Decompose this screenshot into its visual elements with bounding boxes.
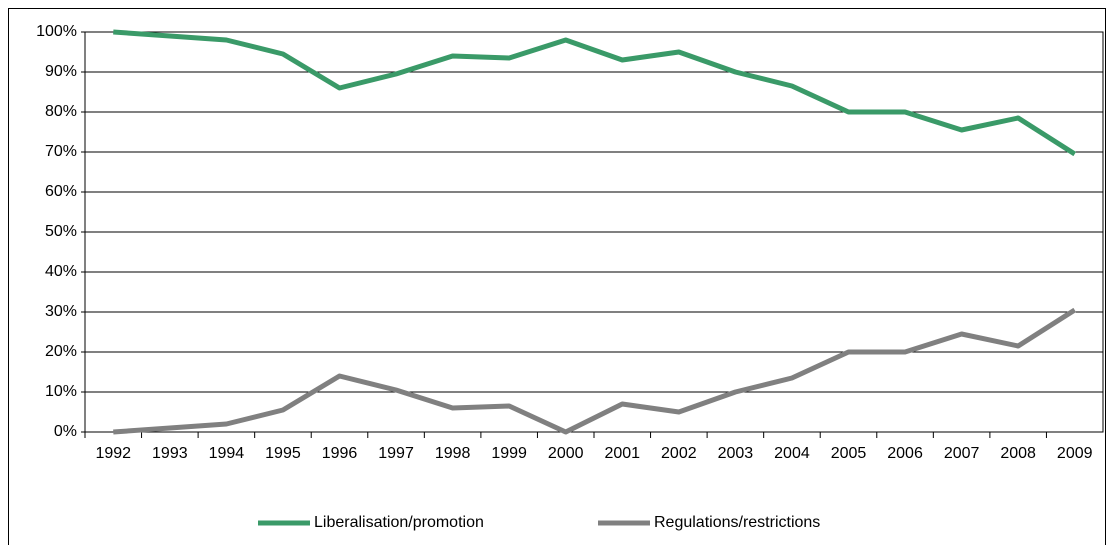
y-tick-label: 70% bbox=[45, 143, 77, 160]
x-tick-label: 2002 bbox=[661, 445, 697, 462]
legend-label: Regulations/restrictions bbox=[654, 514, 820, 531]
y-tick-label: 50% bbox=[45, 223, 77, 240]
x-tick-label: 2001 bbox=[604, 445, 640, 462]
x-tick-label: 2009 bbox=[1057, 445, 1093, 462]
series-line bbox=[113, 29, 1077, 157]
y-tick-label: 100% bbox=[36, 23, 77, 40]
y-tick-label: 40% bbox=[45, 263, 77, 280]
x-tick-label: 2004 bbox=[774, 445, 810, 462]
chart-frame bbox=[8, 8, 1106, 545]
x-tick-label: 1992 bbox=[95, 445, 131, 462]
x-tick-label: 2008 bbox=[1000, 445, 1036, 462]
x-tick-label: 1999 bbox=[491, 445, 527, 462]
x-tick-label: 2005 bbox=[831, 445, 867, 462]
x-tick-label: 2000 bbox=[548, 445, 584, 462]
y-tick-label: 90% bbox=[45, 63, 77, 80]
y-tick-label: 80% bbox=[45, 103, 77, 120]
y-tick-label: 20% bbox=[45, 343, 77, 360]
x-tick-label: 1995 bbox=[265, 445, 301, 462]
series-line bbox=[113, 307, 1077, 435]
legend-label: Liberalisation/promotion bbox=[314, 514, 484, 531]
x-tick-label: 2007 bbox=[944, 445, 980, 462]
x-tick-label: 2006 bbox=[887, 445, 923, 462]
x-tick-label: 1996 bbox=[322, 445, 358, 462]
x-tick-label: 1994 bbox=[209, 445, 245, 462]
y-tick-label: 10% bbox=[45, 383, 77, 400]
x-tick-label: 1998 bbox=[435, 445, 471, 462]
y-tick-label: 60% bbox=[45, 183, 77, 200]
y-tick-label: 30% bbox=[45, 303, 77, 320]
x-tick-label: 1993 bbox=[152, 445, 188, 462]
y-tick-label: 0% bbox=[54, 423, 77, 440]
x-tick-label: 1997 bbox=[378, 445, 414, 462]
x-tick-label: 2003 bbox=[718, 445, 754, 462]
